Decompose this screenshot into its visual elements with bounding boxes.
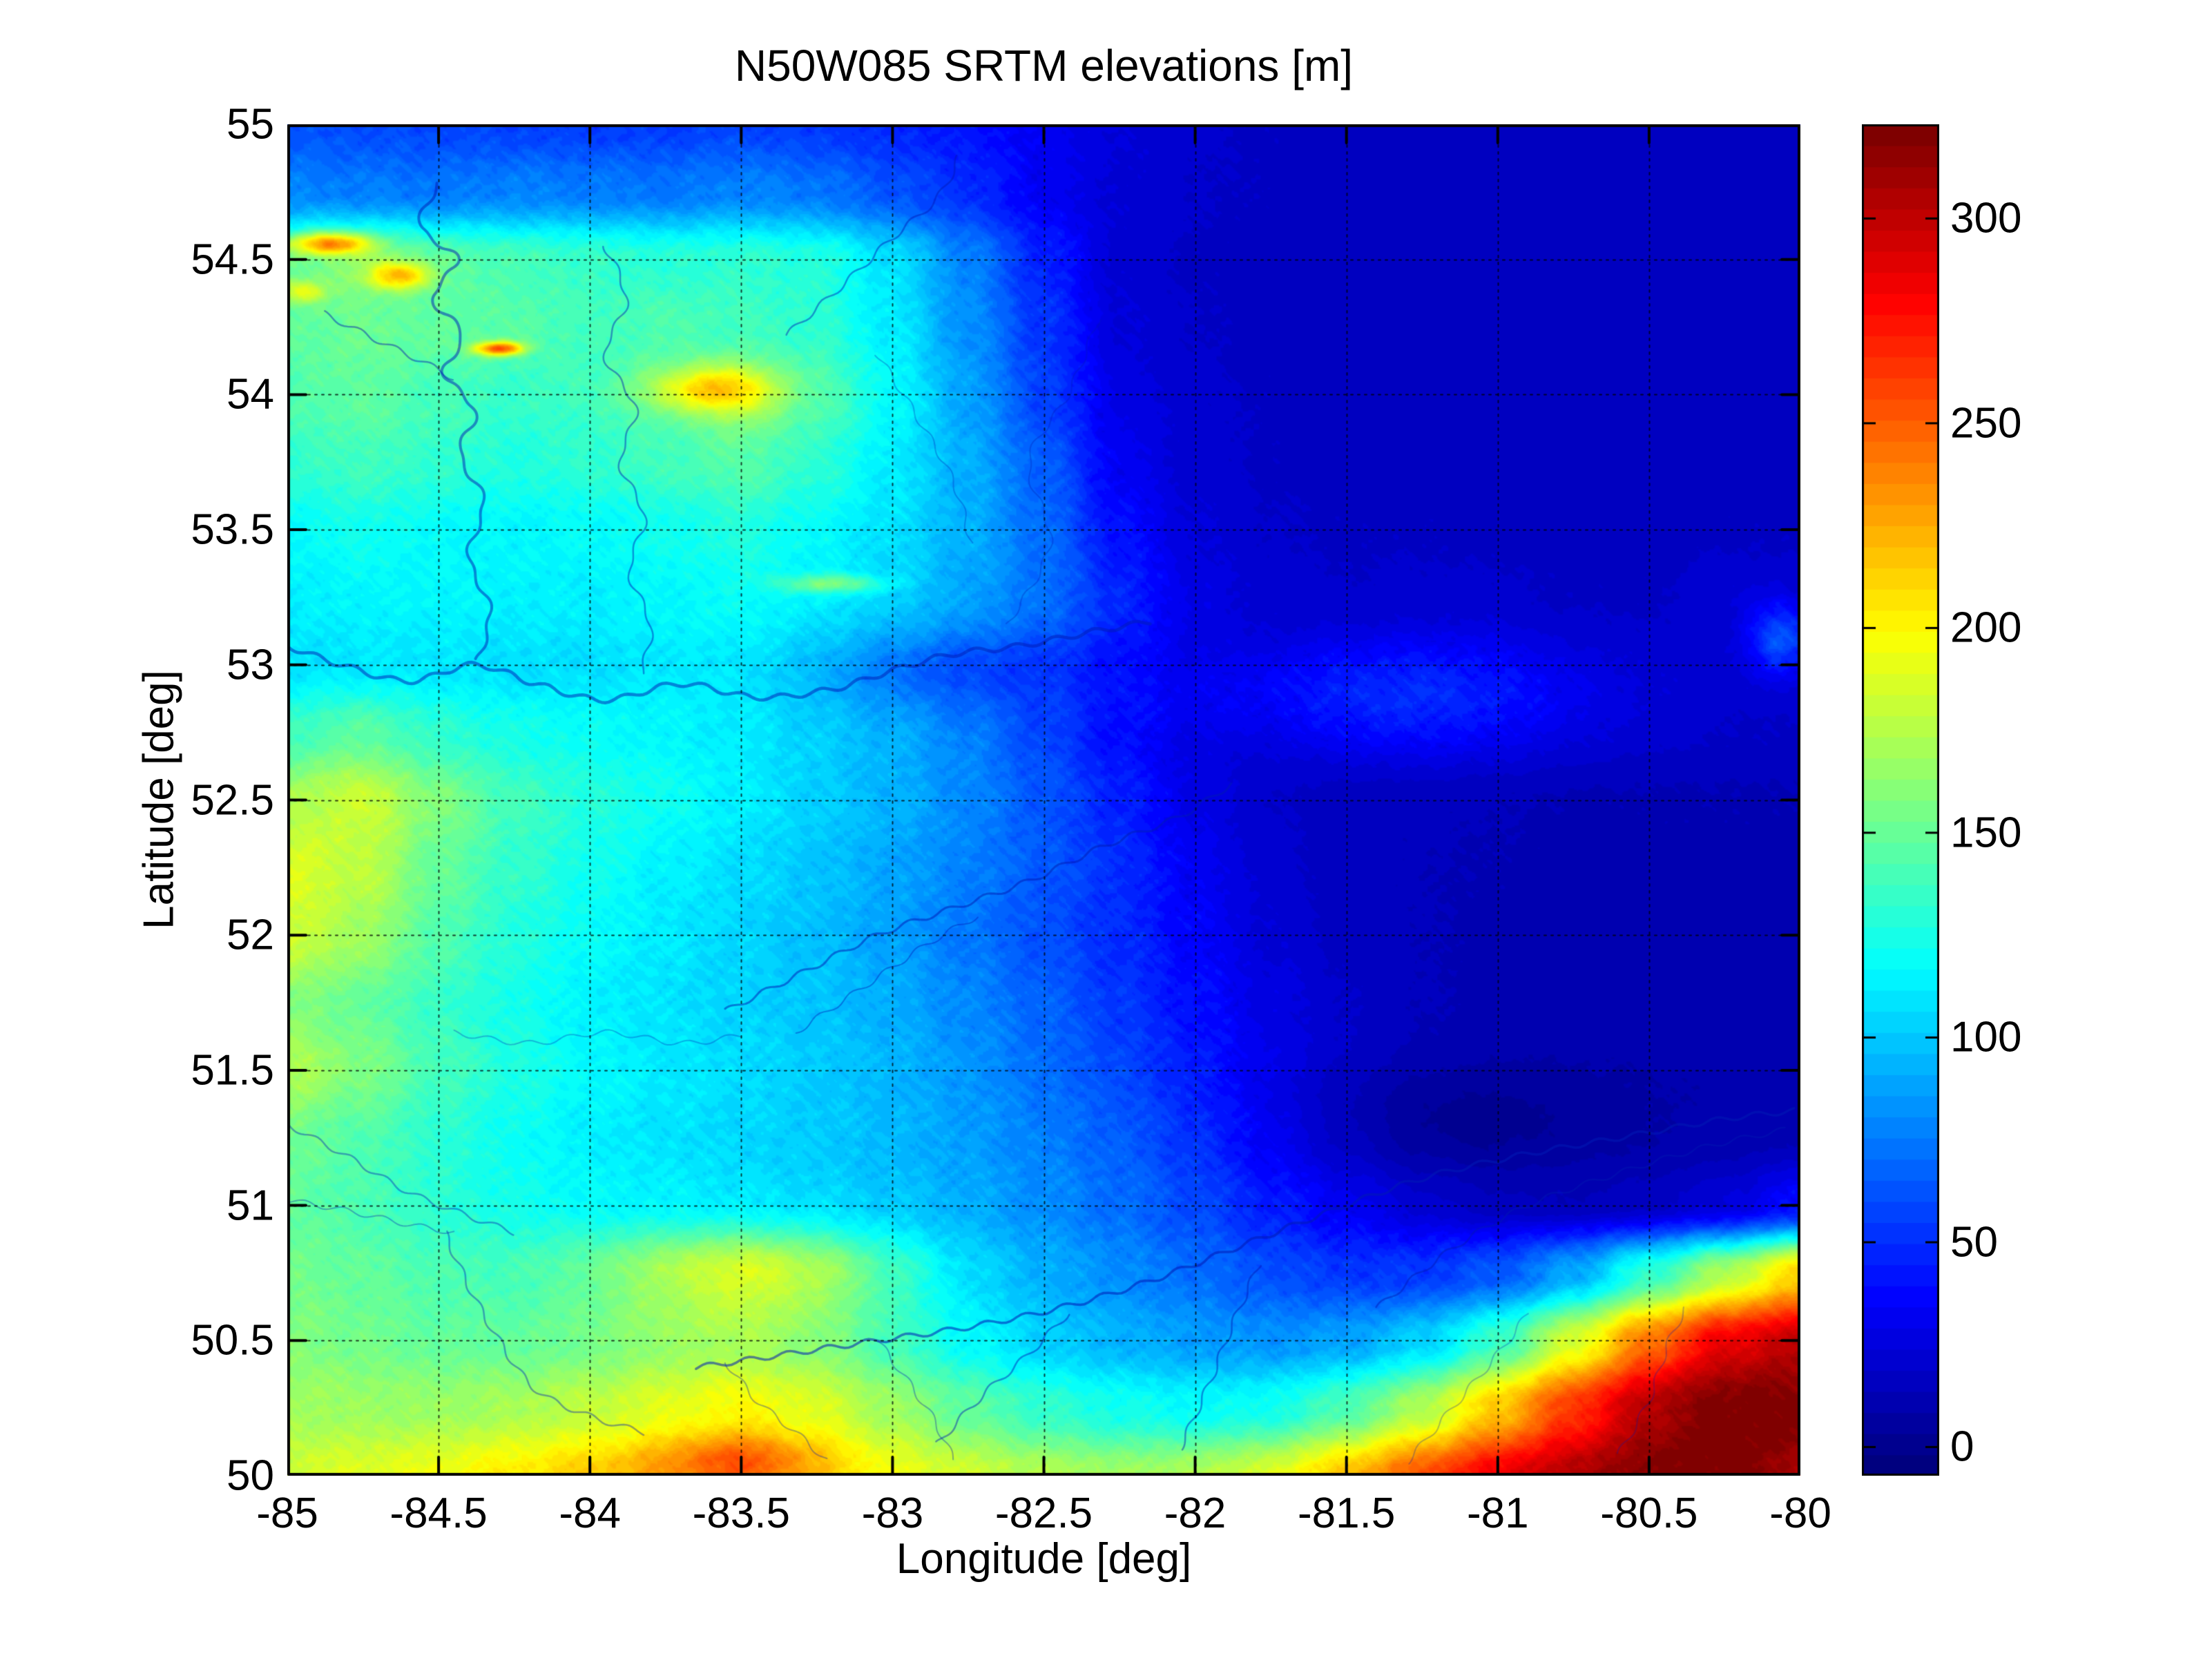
chart-title: N50W085 SRTM elevations [m] <box>734 41 1354 90</box>
colorbar-tick-label: 250 <box>1950 399 2022 447</box>
x-tick-label: -80 <box>1769 1490 1831 1537</box>
x-tick-label: -82.5 <box>994 1490 1093 1537</box>
colorbar-tick-label: 100 <box>1950 1013 2022 1061</box>
x-tick-label: -85 <box>256 1490 318 1537</box>
elevation-heatmap <box>287 124 1800 1476</box>
x-tick-label: -80.5 <box>1600 1490 1698 1537</box>
y-tick-label: 53.5 <box>191 505 274 554</box>
x-tick-label: -81 <box>1466 1490 1529 1537</box>
x-tick-label: -84.5 <box>389 1490 488 1537</box>
x-tick-label: -81.5 <box>1298 1490 1396 1537</box>
x-tick-label: -83 <box>861 1490 924 1537</box>
y-tick-label: 50 <box>227 1452 274 1500</box>
colorbar-tick-label: 200 <box>1950 604 2022 652</box>
y-tick-label: 51 <box>227 1182 274 1230</box>
colorbar-tick-label: 300 <box>1950 194 2022 242</box>
x-tick-label: -82 <box>1164 1490 1227 1537</box>
x-tick-label: -83.5 <box>692 1490 790 1537</box>
y-tick-label: 54.5 <box>191 235 274 284</box>
y-axis-label: Latitude [deg] <box>135 670 183 929</box>
colorbar <box>1862 124 1939 1476</box>
colorbar-tick-label: 50 <box>1950 1218 1998 1266</box>
y-tick-label: 51.5 <box>191 1046 274 1095</box>
y-tick-label: 52 <box>227 911 274 959</box>
y-tick-label: 53 <box>227 641 274 689</box>
y-tick-label: 52.5 <box>191 776 274 824</box>
x-axis-label: Longitude [deg] <box>896 1535 1192 1583</box>
y-tick-label: 54 <box>227 370 274 418</box>
y-tick-label: 50.5 <box>191 1316 274 1365</box>
colorbar-tick-label: 150 <box>1950 809 2022 857</box>
colorbar-tick-label: 0 <box>1950 1423 1974 1471</box>
y-tick-label: 55 <box>227 100 274 148</box>
x-tick-label: -84 <box>559 1490 621 1537</box>
